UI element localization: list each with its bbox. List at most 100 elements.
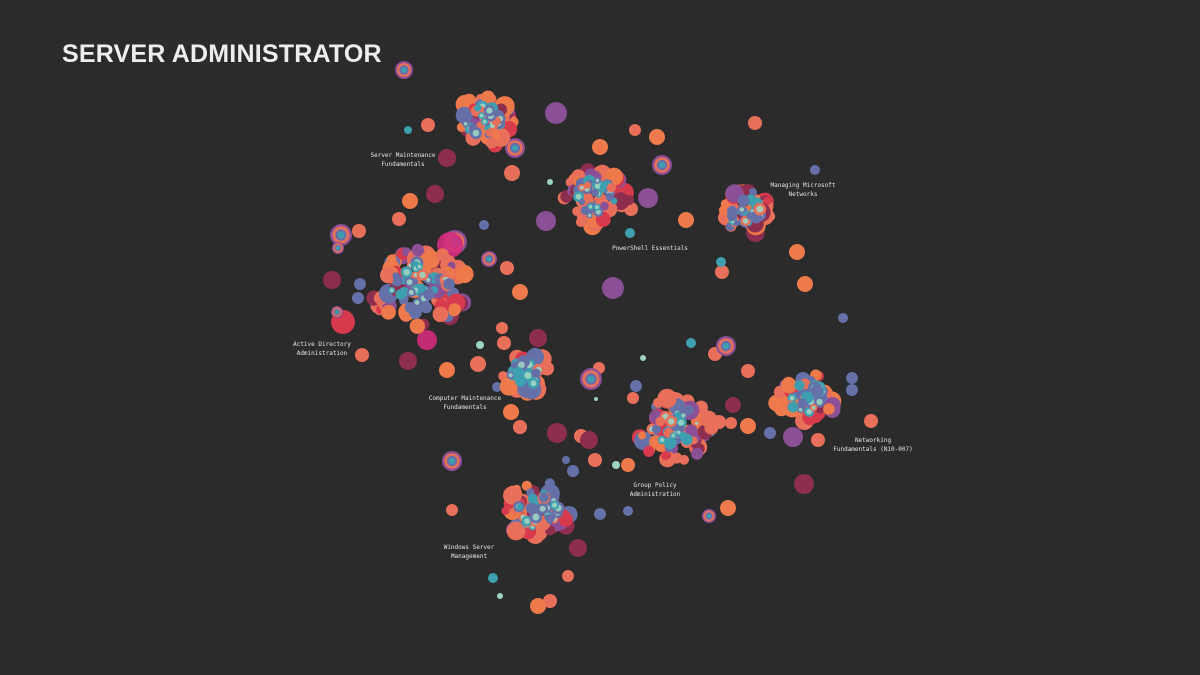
scatter-bubble xyxy=(740,418,756,434)
cluster-computer-maintenance-bubble xyxy=(499,378,518,396)
scatter-bubble xyxy=(864,414,878,428)
cluster-group-policy-core-bubble xyxy=(678,425,686,432)
cluster-server-maintenance-bubble xyxy=(481,90,495,105)
cluster-computer-maintenance-dot xyxy=(508,373,513,378)
scatter-bubble xyxy=(470,356,486,372)
cluster-windows-server-core-bubble xyxy=(538,492,550,503)
cluster-networking-fundamentals-dot xyxy=(816,398,823,405)
cluster-group-policy-bubble xyxy=(653,397,663,408)
cluster-group-policy-core-bubble xyxy=(655,416,665,427)
scatter-bubble xyxy=(530,598,546,614)
cluster-windows-server-bubble xyxy=(559,512,573,527)
scatter-bubble xyxy=(810,165,820,175)
cluster-computer-maintenance-dot xyxy=(530,380,537,387)
scatter-bubble xyxy=(748,116,762,130)
cluster-computer-maintenance-dot xyxy=(518,361,525,369)
scatter-bubble xyxy=(602,277,624,299)
scatter-bubble xyxy=(536,211,556,231)
scatter-bubble xyxy=(354,278,366,290)
cluster-managing-networks-dot xyxy=(756,205,764,213)
ringed-bubble-core xyxy=(401,67,407,73)
cluster-windows-server-bubble xyxy=(506,521,526,541)
cluster-windows-server-dot xyxy=(532,513,540,521)
cluster-server-maintenance-dot xyxy=(486,107,493,114)
cluster-powershell-dot xyxy=(575,193,582,200)
scatter-bubble xyxy=(497,593,503,599)
scatter-bubble xyxy=(715,265,729,279)
cluster-managing-networks-core-bubble xyxy=(733,220,740,227)
cluster-windows-server-bubble xyxy=(544,478,555,489)
cluster-networking-fundamentals-bubble xyxy=(768,394,786,412)
scatter-bubble xyxy=(783,427,803,447)
ringed-bubble-core xyxy=(486,256,492,262)
cluster-active-directory-bubble xyxy=(432,306,449,323)
cluster-group-policy-dot xyxy=(659,437,665,443)
cluster-powershell-core-bubble xyxy=(580,205,590,215)
cluster-active-directory-core-bubble xyxy=(392,275,403,286)
cluster-windows-server-core-bubble xyxy=(516,503,524,511)
page-title: SERVER ADMINISTRATOR xyxy=(62,40,382,68)
scatter-bubble xyxy=(686,338,696,348)
cluster-networking-fundamentals-dot xyxy=(798,407,803,412)
ringed-bubble-core xyxy=(449,458,455,464)
scatter-bubble xyxy=(476,341,484,349)
cluster-label-group-policy: Group Policy Administration xyxy=(629,482,681,498)
scatter-bubble xyxy=(352,224,366,238)
cluster-networking-fundamentals-bubble xyxy=(823,403,835,415)
cluster-active-directory-dot xyxy=(389,288,394,293)
cluster-networking-fundamentals-core-bubble xyxy=(810,384,824,397)
scatter-bubble xyxy=(592,139,608,155)
scatter-bubble xyxy=(649,129,665,145)
ringed-bubble-core xyxy=(512,145,518,151)
scatter-bubble xyxy=(741,364,755,378)
scatter-bubble xyxy=(720,500,736,516)
cluster-active-directory-dot xyxy=(403,269,410,276)
cluster-managing-networks-core-bubble xyxy=(746,212,754,220)
scatter-bubble xyxy=(500,261,514,275)
scatter-bubble xyxy=(323,271,341,289)
cluster-active-directory-dot xyxy=(414,300,420,305)
cluster-group-policy-bubble xyxy=(685,424,698,437)
cluster-server-maintenance-core-bubble xyxy=(474,104,482,112)
scatter-bubble xyxy=(438,149,456,167)
scatter-bubble xyxy=(594,508,606,520)
scatter-bubble xyxy=(497,336,511,350)
cluster-group-policy-core-bubble xyxy=(679,432,688,441)
scatter-bubble xyxy=(562,456,570,464)
cluster-networking-fundamentals-core-bubble xyxy=(797,398,808,409)
scatter-bubble xyxy=(446,504,458,516)
scatter-bubble xyxy=(503,404,519,420)
cluster-label-managing-networks: Managing Microsoft Networks xyxy=(770,182,836,198)
scatter-bubble xyxy=(623,506,633,516)
ringed-bubble-core xyxy=(706,513,712,519)
cluster-group-policy-bubble xyxy=(638,431,647,440)
cluster-powershell-bubble xyxy=(575,217,586,227)
scatter-bubble xyxy=(580,431,598,449)
cluster-powershell-core-bubble xyxy=(605,192,614,201)
cluster-windows-server-bubble xyxy=(521,480,532,491)
cluster-powershell-core-bubble xyxy=(584,181,591,189)
cluster-computer-maintenance-core-bubble xyxy=(531,368,541,378)
scatter-bubble xyxy=(569,539,587,557)
scatter-bubble xyxy=(838,313,848,323)
scatter-bubble xyxy=(629,124,641,136)
cluster-computer-maintenance-core-bubble xyxy=(511,362,518,369)
cluster-networking-fundamentals-dot xyxy=(811,405,816,410)
scatter-bubble xyxy=(529,329,547,347)
cluster-group-policy-dot xyxy=(681,413,686,418)
cluster-active-directory-bubble xyxy=(436,248,449,262)
cluster-windows-server-dot xyxy=(539,505,546,512)
cluster-managing-networks-dot xyxy=(742,218,749,224)
cluster-windows-server-dot xyxy=(524,518,530,524)
cluster-managing-networks-bubble xyxy=(718,205,729,215)
scatter-bubble xyxy=(627,392,639,404)
scatter-bubble xyxy=(846,384,858,396)
cluster-group-policy-bubble xyxy=(691,447,704,460)
ringed-bubble-core xyxy=(659,162,665,168)
scatter-bubble xyxy=(392,212,406,226)
scatter-bubble xyxy=(355,348,369,362)
scatter-bubble xyxy=(504,165,520,181)
accent-bubble xyxy=(417,330,437,350)
cluster-powershell-dot xyxy=(595,205,599,210)
scatter-bubble xyxy=(488,573,498,583)
